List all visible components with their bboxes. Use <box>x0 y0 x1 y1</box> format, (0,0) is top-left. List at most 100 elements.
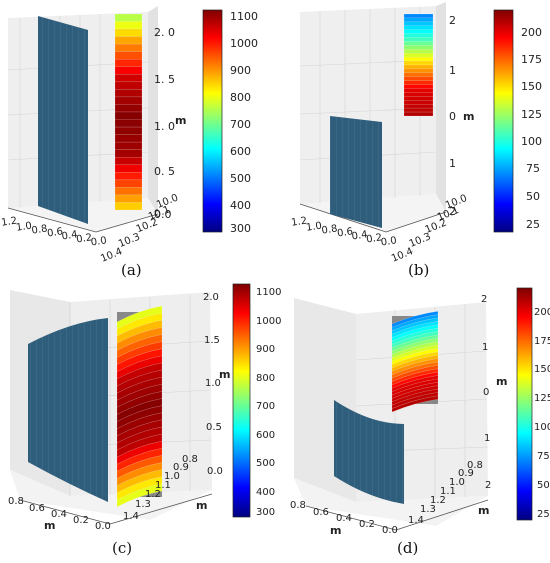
hot-face-band <box>114 172 143 181</box>
panel-d-y-axis-label: m <box>478 504 489 517</box>
hot-face-band <box>114 164 143 173</box>
hot-face-band <box>403 76 434 81</box>
panel-d-cbar-tick-0: 200 <box>534 307 550 318</box>
hot-face-band <box>114 59 143 67</box>
panel-d-x-tick-4: 0.0 <box>382 525 398 536</box>
panel-a-cbar-tick-2: 900 <box>230 64 251 77</box>
hot-face-band <box>403 53 434 58</box>
panel-c-left-surface-ridges <box>28 318 108 502</box>
panel-b-z-tick-3: 1 <box>449 64 456 77</box>
panel-a-x-tick-2: 0.8 <box>31 223 48 236</box>
hot-face-band <box>403 49 434 54</box>
panel-a-x-tick-3: 0.6 <box>46 226 63 239</box>
panel-a-axis-label: m <box>175 114 186 127</box>
panel-c-x-tick-1: 0.6 <box>29 503 45 514</box>
panel-d-y-tick-0: 1.4 <box>408 515 424 526</box>
panel-a-z-tick-0: 0.0 <box>154 208 172 221</box>
panel-d-z-tick-2: 0 <box>483 387 489 398</box>
panel-d-cbar-tick-1: 175 <box>534 336 550 347</box>
hot-face-band <box>403 104 434 109</box>
panel-a-cbar-tick-1: 1000 <box>230 37 258 50</box>
panel-d-left-surface-ridges <box>334 400 404 504</box>
panel-c-z-ticks: 0.0 0.5 1.0 1.5 2.0 <box>203 292 223 477</box>
panel-c-cbar-tick-5: 600 <box>256 430 275 441</box>
hot-face-band <box>403 56 434 62</box>
hot-face-band <box>403 84 434 89</box>
panel-b-cbar-tick-5: 75 <box>526 162 540 175</box>
panel-b-cbar-tick-3: 125 <box>521 108 542 121</box>
panel-d-colorbar <box>516 287 533 521</box>
panel-d-y-tick-2: 1.2 <box>430 495 446 506</box>
hot-face-band <box>403 72 434 77</box>
hot-face-band <box>403 100 434 105</box>
panel-d-z-tick-4: 2 <box>481 294 487 305</box>
panel-c-colorbar-ticks: 1100 1000 900 800 700 600 500 400 300 <box>256 287 281 518</box>
panel-a-x-ticks: 1.2 1.0 0.8 0.6 0.4 0.2 0.0 <box>1 216 108 249</box>
panel-c-y-tick-4: 1.0 <box>164 471 180 482</box>
panel-c-x-ticks: 0.8 0.6 0.4 0.2 0.0 <box>8 496 111 532</box>
panel-d-y-tick-5: 0.9 <box>458 468 474 479</box>
hot-face-band <box>114 21 143 30</box>
panel-d-z-tick-3: 1 <box>482 342 488 353</box>
panel-a-x-tick-4: 0.4 <box>61 229 78 242</box>
panel-b-x-tick-5: 0.2 <box>366 232 383 245</box>
panel-d-z-tick-1: 1 <box>484 433 490 444</box>
panel-d-y-tick-6: 0.8 <box>467 460 483 471</box>
panel-c-y-ticks: 1.4 1.3 1.2 1.1 1.0 0.9 0.8 <box>123 454 198 522</box>
panel-b-x-ticks: 1.2 1.0 0.8 0.6 0.4 0.2 0.0 <box>291 216 398 249</box>
hot-face-band <box>114 51 143 60</box>
hot-face-band <box>403 60 434 66</box>
panel-a-z-tick-1: 0. 5 <box>154 165 175 178</box>
panel-a-z-ticks: 0.0 0. 5 1. 0 1. 5 2. 0 <box>154 26 175 221</box>
panel-b-z-tick-2: 0 <box>449 110 456 123</box>
hot-face-band <box>114 187 143 196</box>
panel-d-cbar-tick-5: 75 <box>537 451 550 462</box>
panel-c-z-axis-label: m <box>219 368 230 381</box>
hot-face-band <box>114 149 143 158</box>
hot-face-band <box>403 92 434 97</box>
panel-a-left-surface-ridges <box>38 16 88 224</box>
panel-b-cbar-tick-0: 200 <box>521 26 542 39</box>
panel-d-z-ticks: 2 1 0 1 2 <box>481 294 491 491</box>
panel-c-y-tick-3: 1.1 <box>155 480 171 491</box>
panel-c-x-tick-2: 0.4 <box>51 509 67 520</box>
panel-a-x-tick-0: 1.2 <box>1 216 18 229</box>
panel-a-cbar-tick-5: 600 <box>230 145 251 158</box>
hot-face-band <box>403 33 434 38</box>
panel-c-cbar-tick-0: 1100 <box>256 287 281 298</box>
hot-face-band <box>403 80 434 85</box>
panel-a-hot-face-stripes <box>114 13 143 211</box>
panel-d-cbar-tick-7: 25 <box>537 509 550 520</box>
panel-b-axis-label: m <box>463 110 474 123</box>
panel-b-x-tick-1: 1.0 <box>305 221 322 234</box>
hot-face-band <box>114 81 143 90</box>
hot-face-band <box>403 41 434 46</box>
panel-c-y-tick-5: 0.9 <box>173 462 189 473</box>
panel-a-cbar-tick-4: 700 <box>230 118 251 131</box>
panel-b: 2 1 0 1 2 m 1.2 1.0 0.8 0.6 0.4 0.2 0.0 … <box>291 2 542 279</box>
panel-c-x-tick-0: 0.8 <box>8 496 24 507</box>
panel-b-z-tick-4: 2 <box>449 14 456 27</box>
hot-face-band <box>114 36 143 45</box>
panel-c-y-tick-2: 1.2 <box>145 489 161 500</box>
hot-face-band <box>114 202 143 211</box>
hot-face-band <box>114 96 143 105</box>
panel-c-y-axis-label: m <box>196 499 207 512</box>
panel-a-z-tick-2: 1. 0 <box>154 120 175 133</box>
caption-a: (a) <box>121 261 142 279</box>
panel-c-hot-face-stripes <box>116 305 163 508</box>
hot-face-band <box>403 25 434 30</box>
panel-a-cbar-tick-8: 300 <box>230 222 251 235</box>
hot-face-band <box>114 28 143 37</box>
panel-d-y-tick-1: 1.3 <box>420 504 436 515</box>
panel-c-cbar-tick-3: 800 <box>256 373 275 384</box>
panel-b-x-tick-4: 0.4 <box>351 229 368 242</box>
panel-c: 0.0 0.5 1.0 1.5 2.0 m 0.8 0.6 0.4 0.2 0.… <box>8 283 281 557</box>
panel-b-colorbar <box>493 9 514 233</box>
panel-b-z-ticks: 2 1 0 1 2 <box>449 14 456 218</box>
panel-d-x-ticks: 0.8 0.6 0.4 0.2 0.0 <box>290 500 398 536</box>
hot-face-band <box>403 107 434 113</box>
panel-d-colorbar-ticks: 200 175 150 125 100 75 50 25 <box>534 307 550 520</box>
hot-face-band <box>114 104 143 113</box>
panel-b-cbar-tick-4: 100 <box>521 135 542 148</box>
